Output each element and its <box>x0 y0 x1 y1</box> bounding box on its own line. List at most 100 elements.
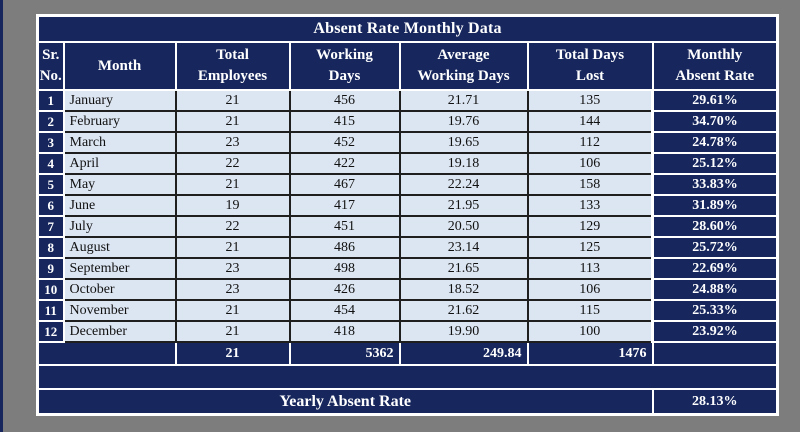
total-days-lost-cell[interactable]: 129 <box>526 215 654 238</box>
monthly-absent-rate-cell[interactable]: 24.78% <box>650 131 779 154</box>
month-cell[interactable]: May <box>62 173 177 196</box>
total-employees-cell[interactable]: 23 <box>174 131 291 154</box>
avg-working-days-cell[interactable]: 21.62 <box>398 299 529 322</box>
month-cell[interactable]: December <box>62 320 177 343</box>
yearly-absent-rate-value[interactable]: 28.13% <box>651 388 779 416</box>
total-days-lost-cell[interactable]: 112 <box>526 131 654 154</box>
column-header-total-employees[interactable]: Total Employees <box>174 41 291 91</box>
month-cell[interactable]: November <box>62 299 177 322</box>
monthly-absent-rate-cell[interactable]: 24.88% <box>650 278 779 301</box>
working-days-cell[interactable]: 456 <box>288 89 401 112</box>
working-days-cell[interactable]: 422 <box>288 152 401 175</box>
total-days-lost-cell[interactable]: 113 <box>526 257 654 280</box>
avg-working-days-cell[interactable]: 21.95 <box>398 194 529 217</box>
month-cell[interactable]: August <box>62 236 177 259</box>
working-days-cell[interactable]: 426 <box>288 278 401 301</box>
column-header-working-days[interactable]: Working Days <box>288 41 401 91</box>
total-employees-cell[interactable]: 21 <box>174 173 291 196</box>
sr-no-cell[interactable]: 10 <box>36 278 65 301</box>
total-days-lost-cell[interactable]: 100 <box>526 320 654 343</box>
total-employees-cell[interactable]: 23 <box>174 278 291 301</box>
column-header-total-days-lost[interactable]: Total Days Lost <box>526 41 654 91</box>
monthly-absent-rate-cell[interactable]: 31.89% <box>650 194 779 217</box>
working-days-cell[interactable]: 467 <box>288 173 401 196</box>
working-days-cell[interactable]: 418 <box>288 320 401 343</box>
spacer-band-row <box>36 364 779 390</box>
avg-working-days-cell[interactable]: 23.14 <box>398 236 529 259</box>
total-days-lost-cell[interactable]: 115 <box>526 299 654 322</box>
total-days-lost-cell[interactable]: 133 <box>526 194 654 217</box>
avg-working-days-cell[interactable]: 19.18 <box>398 152 529 175</box>
avg-working-days-cell[interactable]: 19.90 <box>398 320 529 343</box>
total-days-lost-cell[interactable]: 135 <box>526 89 654 112</box>
total-days-lost-cell[interactable]: 158 <box>526 173 654 196</box>
monthly-absent-rate-cell[interactable]: 22.69% <box>650 257 779 280</box>
sr-no-cell[interactable]: 12 <box>36 320 65 343</box>
totals-empty-cell[interactable] <box>36 341 177 366</box>
working-days-cell[interactable]: 454 <box>288 299 401 322</box>
sr-no-cell[interactable]: 11 <box>36 299 65 322</box>
total-days-lost-cell[interactable]: 106 <box>526 278 654 301</box>
working-days-cell[interactable]: 451 <box>288 215 401 238</box>
avg-working-days-total[interactable]: 249.84 <box>398 341 529 366</box>
column-header-average-working-days[interactable]: Average Working Days <box>398 41 529 91</box>
month-cell[interactable]: October <box>62 278 177 301</box>
total-employees-cell[interactable]: 23 <box>174 257 291 280</box>
total-employees-cell[interactable]: 19 <box>174 194 291 217</box>
working-days-total[interactable]: 5362 <box>288 341 401 366</box>
monthly-absent-rate-cell[interactable]: 34.70% <box>650 110 779 133</box>
sr-no-cell[interactable]: 5 <box>36 173 65 196</box>
total-days-lost-cell[interactable]: 106 <box>526 152 654 175</box>
total-employees-cell[interactable]: 21 <box>174 320 291 343</box>
sr-no-cell[interactable]: 1 <box>36 89 65 112</box>
total-employees-cell[interactable]: 21 <box>174 110 291 133</box>
monthly-absent-rate-cell[interactable]: 23.92% <box>650 320 779 343</box>
avg-working-days-cell[interactable]: 19.76 <box>398 110 529 133</box>
sr-no-cell[interactable]: 4 <box>36 152 65 175</box>
month-cell[interactable]: February <box>62 110 177 133</box>
total-employees-cell[interactable]: 21 <box>174 299 291 322</box>
working-days-cell[interactable]: 486 <box>288 236 401 259</box>
sr-no-cell[interactable]: 3 <box>36 131 65 154</box>
monthly-absent-rate-cell[interactable]: 25.33% <box>650 299 779 322</box>
sr-no-cell[interactable]: 7 <box>36 215 65 238</box>
total-days-lost-cell[interactable]: 144 <box>526 110 654 133</box>
total-employees-cell[interactable]: 21 <box>174 89 291 112</box>
total-employees-cell[interactable]: 21 <box>174 236 291 259</box>
working-days-cell[interactable]: 415 <box>288 110 401 133</box>
monthly-absent-rate-cell[interactable]: 25.12% <box>650 152 779 175</box>
total-employees-cell[interactable]: 22 <box>174 152 291 175</box>
monthly-absent-rate-cell[interactable]: 29.61% <box>650 89 779 112</box>
avg-working-days-cell[interactable]: 22.24 <box>398 173 529 196</box>
monthly-absent-rate-cell[interactable]: 28.60% <box>650 215 779 238</box>
sr-no-cell[interactable]: 9 <box>36 257 65 280</box>
month-cell[interactable]: January <box>62 89 177 112</box>
monthly-absent-rate-cell[interactable]: 33.83% <box>650 173 779 196</box>
avg-working-days-cell[interactable]: 21.65 <box>398 257 529 280</box>
avg-working-days-cell[interactable]: 18.52 <box>398 278 529 301</box>
month-cell[interactable]: June <box>62 194 177 217</box>
sr-no-cell[interactable]: 8 <box>36 236 65 259</box>
days-lost-total[interactable]: 1476 <box>526 341 654 366</box>
total-employees-total[interactable]: 21 <box>174 341 291 366</box>
month-cell[interactable]: April <box>62 152 177 175</box>
totals-rate-empty-cell[interactable] <box>651 341 779 366</box>
month-cell[interactable]: March <box>62 131 177 154</box>
column-header-month[interactable]: Month <box>62 41 177 91</box>
total-employees-cell[interactable]: 22 <box>174 215 291 238</box>
avg-working-days-cell[interactable]: 20.50 <box>398 215 529 238</box>
table-row: 12 December 21 418 19.90 100 23.92% <box>36 320 779 343</box>
working-days-cell[interactable]: 498 <box>288 257 401 280</box>
column-header-monthly-absent-rate[interactable]: Monthly Absent Rate <box>651 41 779 91</box>
avg-working-days-cell[interactable]: 21.71 <box>398 89 529 112</box>
working-days-cell[interactable]: 417 <box>288 194 401 217</box>
total-days-lost-cell[interactable]: 125 <box>526 236 654 259</box>
monthly-absent-rate-cell[interactable]: 25.72% <box>650 236 779 259</box>
column-header-sr-no[interactable]: Sr. No. <box>36 41 65 91</box>
month-cell[interactable]: July <box>62 215 177 238</box>
sr-no-cell[interactable]: 2 <box>36 110 65 133</box>
month-cell[interactable]: September <box>62 257 177 280</box>
sr-no-cell[interactable]: 6 <box>36 194 65 217</box>
avg-working-days-cell[interactable]: 19.65 <box>398 131 529 154</box>
working-days-cell[interactable]: 452 <box>288 131 401 154</box>
